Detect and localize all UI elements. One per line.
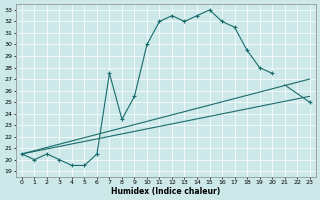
X-axis label: Humidex (Indice chaleur): Humidex (Indice chaleur)	[111, 187, 220, 196]
